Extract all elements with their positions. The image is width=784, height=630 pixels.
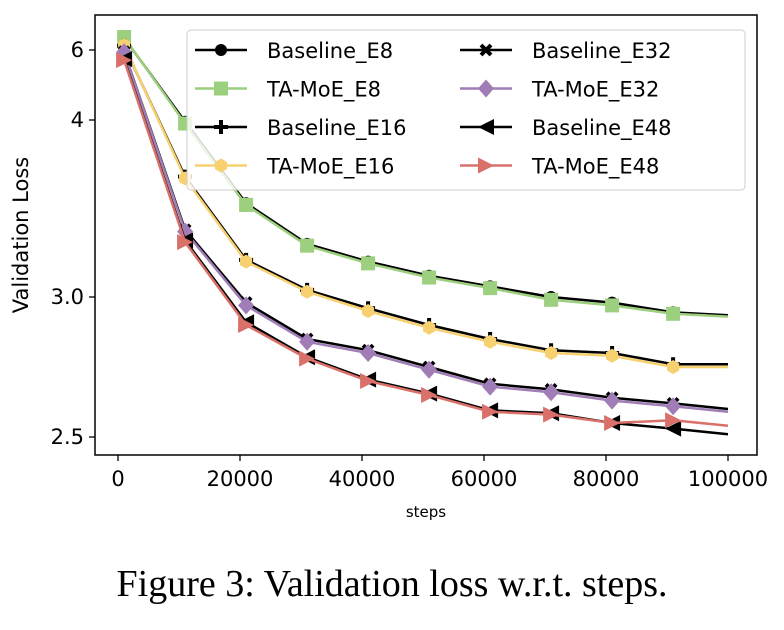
x-tick-label: 40000 [329, 467, 396, 491]
legend-marker [215, 44, 227, 56]
y-tick-label: 3.0 [51, 285, 84, 309]
legend-marker [478, 119, 494, 135]
legend-label: Baseline_E16 [267, 116, 407, 141]
data-point [239, 197, 254, 212]
axes: 6 4 3.0 2.5 0 20000 40000 60000 80000 100000 [51, 38, 768, 491]
data-point [666, 306, 681, 321]
legend-label: TA-MoE_E16 [266, 155, 394, 180]
x-tick-label: 80000 [573, 467, 640, 491]
x-tick-label: 60000 [451, 467, 518, 491]
data-point [543, 406, 560, 423]
series-TA-MoE_E48 [116, 52, 729, 431]
legend-item: TA-MoE_E8 [195, 78, 381, 103]
y-tick-label: 2.5 [51, 425, 84, 449]
data-point [299, 332, 316, 351]
data-point [360, 373, 377, 389]
data-point [604, 391, 621, 410]
x-tick-label: 20000 [207, 467, 274, 491]
legend-item: TA-MoE_E32 [460, 78, 659, 103]
data-point [544, 292, 559, 307]
legend-item: TA-MoE_E16 [195, 155, 394, 180]
data-point [665, 397, 682, 416]
legend-item: Baseline_E16 [195, 116, 407, 141]
data-point [116, 52, 133, 69]
legend-label: TA-MoE_E8 [266, 78, 381, 103]
legend-box [186, 29, 746, 191]
data-point [604, 415, 621, 431]
legend-marker [478, 79, 494, 98]
validation-loss-chart: 6 4 3.0 2.5 0 20000 40000 60000 80000 100000 Vali… [9, 14, 768, 521]
data-point [665, 412, 682, 429]
x-axis-label: steps [406, 503, 446, 521]
legend-label: Baseline_E48 [532, 116, 672, 141]
data-point [362, 304, 375, 318]
x-tick-label: 0 [111, 467, 124, 491]
legend-label: TA-MoE_E48 [531, 155, 659, 180]
series-lines [116, 30, 729, 437]
data-point [421, 387, 438, 403]
data-point [482, 377, 499, 396]
legend-label: Baseline_E32 [532, 39, 672, 64]
data-point [300, 238, 315, 253]
data-point [360, 344, 377, 362]
data-point [421, 360, 438, 379]
legend-marker [214, 120, 228, 134]
data-point [238, 317, 255, 333]
data-point [299, 350, 316, 367]
legend-item: Baseline_E8 [195, 39, 393, 64]
y-axis-label: Validation Loss [9, 157, 33, 313]
data-point [484, 334, 497, 349]
data-point [665, 420, 682, 437]
legend-label: TA-MoE_E32 [531, 78, 659, 103]
x-tick-label: 100000 [688, 467, 768, 491]
data-point [361, 256, 376, 271]
legend: Baseline_E8 TA-MoE_E8 Baseline_E16 TA-MoE_E… [186, 29, 746, 191]
legend-label: Baseline_E8 [267, 39, 393, 64]
data-point [482, 403, 499, 420]
legend-item: Baseline_E48 [460, 116, 672, 141]
data-point [667, 360, 680, 374]
data-point [605, 298, 620, 313]
data-point [483, 281, 498, 296]
data-point [545, 346, 558, 360]
legend-marker [214, 81, 228, 96]
legend-item: Baseline_E32 [460, 39, 672, 64]
data-point [423, 320, 436, 335]
y-tick-label: 6 [71, 38, 84, 62]
data-point [422, 270, 437, 285]
data-point [240, 254, 253, 269]
data-point [543, 383, 560, 402]
legend-marker [214, 158, 228, 173]
legend-marker [478, 157, 494, 174]
figure-caption: Figure 3: Validation loss w.r.t. steps. [116, 563, 668, 605]
data-point [301, 284, 314, 299]
legend-marker [479, 43, 493, 57]
data-point [177, 234, 194, 251]
data-point [606, 348, 619, 363]
data-point [238, 296, 255, 315]
legend-item: TA-MoE_E48 [460, 155, 659, 180]
y-tick-label: 4 [71, 108, 84, 132]
